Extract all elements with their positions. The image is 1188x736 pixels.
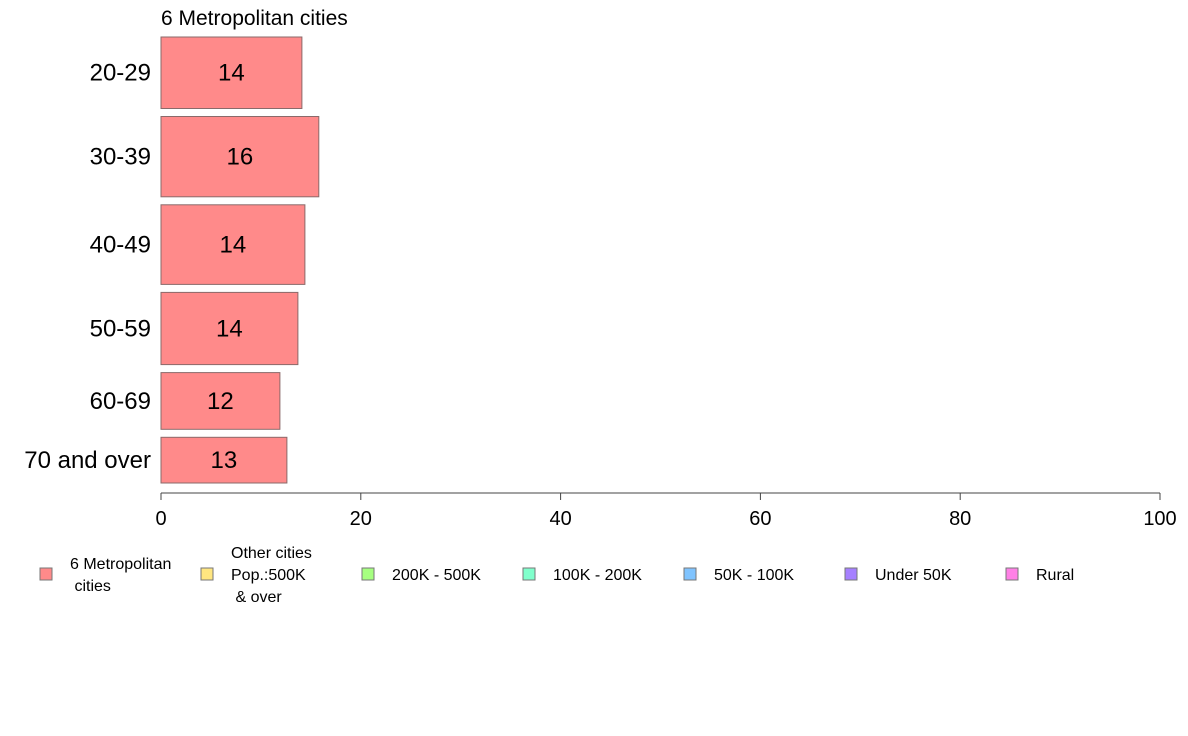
x-tick-label: 100 (1143, 508, 1176, 530)
legend: 6 Metropolitan cities Other cities Pop.:50… (39, 545, 1074, 606)
legend-label: 6 Metropolitan cities (70, 556, 171, 595)
x-tick-label: 40 (549, 508, 571, 530)
bar-value-label: 16 (227, 144, 254, 171)
legend-label: 100K - 200K (553, 567, 642, 584)
category-label: 40-49 (90, 232, 151, 259)
chart-title: 6 Metropolitan cities (161, 7, 348, 30)
legend-label: Other cities Pop.:500K & over (231, 545, 312, 606)
bar-70-and-over (160, 436, 288, 484)
x-tick-label: 0 (155, 508, 166, 530)
bar-40-49 (160, 204, 306, 285)
category-label: 60-69 (90, 388, 151, 415)
legend-swatch (200, 567, 214, 581)
bar-20-29 (160, 36, 303, 109)
bar-value-label: 13 (211, 447, 238, 474)
x-tick-label: 80 (949, 508, 971, 530)
bar-50-59 (160, 291, 299, 366)
bar-value-label: 12 (207, 388, 234, 415)
x-tick-label: 60 (749, 508, 771, 530)
legend-swatch (683, 567, 697, 581)
category-label: 70 and over (24, 447, 151, 474)
legend-label: 200K - 500K (392, 567, 481, 584)
legend-label: 50K - 100K (714, 567, 794, 584)
legend-swatch (1005, 567, 1019, 581)
bar-value-label: 14 (218, 60, 245, 87)
legend-swatch (361, 567, 375, 581)
x-tick-label: 20 (350, 508, 372, 530)
category-label: 20-29 (90, 60, 151, 87)
category-label: 30-39 (90, 144, 151, 171)
legend-swatch (522, 567, 536, 581)
x-axis: 0 20 40 60 80 100 (155, 492, 1177, 530)
bars-group: 14 20-29 16 30-39 14 40-49 14 50-59 12 60-69 13 70 … (24, 36, 320, 484)
bar-60-69 (160, 372, 281, 430)
bar-30-39 (160, 116, 320, 198)
legend-swatch (844, 567, 858, 581)
legend-swatch (39, 567, 53, 581)
bar-value-label: 14 (216, 316, 243, 343)
category-label: 50-59 (90, 316, 151, 343)
legend-label: Rural (1036, 567, 1074, 584)
bar-value-label: 14 (220, 232, 247, 259)
legend-label: Under 50K (875, 567, 952, 584)
